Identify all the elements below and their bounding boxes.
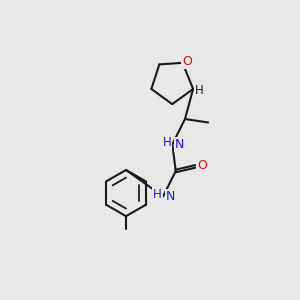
Text: O: O: [197, 159, 207, 172]
Text: H: H: [195, 84, 204, 97]
Text: O: O: [182, 55, 192, 68]
Text: H: H: [162, 136, 171, 149]
Text: N: N: [166, 190, 175, 203]
Text: H: H: [153, 188, 162, 201]
Text: N: N: [175, 138, 184, 151]
